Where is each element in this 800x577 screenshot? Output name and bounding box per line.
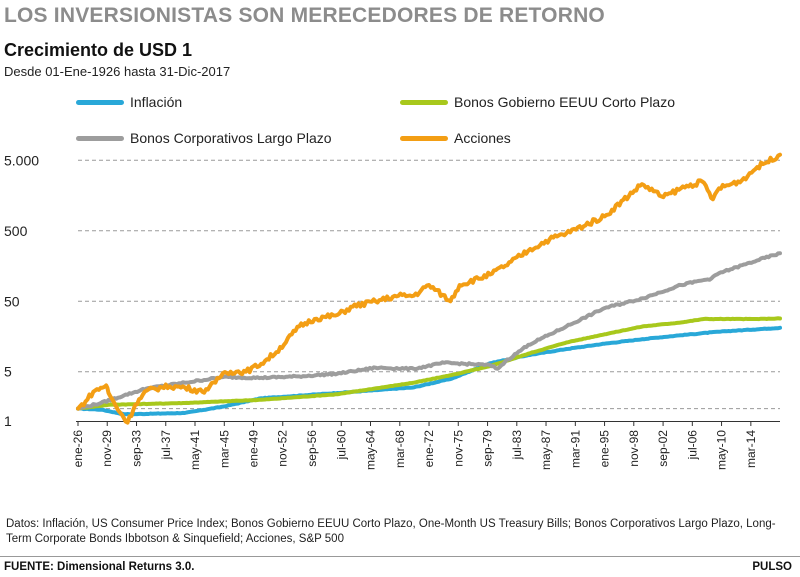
y-tick-label: 5.000 (4, 152, 39, 168)
legend-label-bonos-gobierno: Bonos Gobierno EEUU Corto Plazo (454, 94, 675, 110)
legend-label-inflacion: Inflación (130, 94, 183, 110)
chart-subtitle: Desde 01-Ene-1926 hasta 31-Dic-2017 (4, 64, 231, 79)
x-tick-label: mar-14 (744, 430, 758, 468)
source-note: FUENTE: Dimensional Returns 3.0. (4, 561, 195, 573)
series-line-bonos-corporativos (76, 251, 782, 411)
legend-swatch-bonos-corporativos (76, 135, 124, 141)
legend-label-bonos-corporativos: Bonos Corporativos Largo Plazo (130, 130, 332, 146)
x-tick-label: ene-49 (247, 430, 261, 468)
chart-title: Crecimiento de USD 1 (4, 40, 193, 60)
legend-item-bonos-gobierno: Bonos Gobierno EEUU Corto Plazo (400, 94, 675, 110)
x-tick-label: nov-98 (627, 430, 641, 467)
legend-label-acciones: Acciones (454, 130, 511, 146)
y-tick-label: 5 (4, 364, 12, 380)
y-tick-label: 500 (4, 223, 28, 239)
series-line-inflacion (76, 325, 782, 417)
x-tick-label: may-10 (715, 430, 729, 470)
x-tick-label: nov-75 (451, 430, 465, 467)
legend-swatch-bonos-gobierno (400, 99, 448, 105)
x-tick-label: sep-56 (305, 430, 319, 467)
headline: LOS INVERSIONISTAS SON MERECEDORES DE RE… (4, 4, 605, 27)
x-tick-label: may-64 (364, 430, 378, 470)
legend-item-acciones: Acciones (400, 130, 511, 146)
divider (0, 556, 800, 557)
x-tick-label: sep-33 (130, 430, 144, 467)
y-tick-label: 1 (4, 413, 12, 429)
x-tick-label: jul-83 (510, 430, 524, 461)
x-tick-label: mar-91 (568, 430, 582, 468)
x-tick-label: jul-60 (334, 430, 348, 461)
x-tick-label: may-87 (539, 430, 553, 470)
line-chart: 1 5 50 500 5.000 ene-26 nov-29 sep-33 jul-37 may-… (4, 152, 782, 470)
x-tick-label: ene-72 (422, 430, 436, 468)
legend-item-inflacion: Inflación (76, 94, 182, 110)
x-tick-label: ene-95 (598, 430, 612, 468)
x-tick-label: nov-29 (100, 430, 114, 467)
x-tick-label: mar-68 (393, 430, 407, 468)
y-tick-label: 50 (4, 293, 20, 309)
x-tick-label: ene-26 (71, 430, 85, 468)
x-tick-label: mar-45 (217, 430, 231, 468)
series-line-bonos-gobierno (76, 316, 782, 411)
data-notes: Datos: Inflación, US Consumer Price Inde… (6, 518, 776, 545)
x-tick-label: may-41 (188, 430, 202, 470)
x-tick-label: sep-79 (481, 430, 495, 467)
legend-swatch-acciones (400, 135, 448, 141)
brand-logo: PULSO (752, 561, 792, 573)
legend-swatch-inflacion (76, 99, 124, 105)
x-tick-label: nov-52 (276, 430, 290, 467)
legend-item-bonos-corporativos: Bonos Corporativos Largo Plazo (76, 130, 332, 146)
x-tick-label: sep-02 (656, 430, 670, 467)
x-tick-label: jul-06 (685, 430, 699, 461)
x-tick-label: jul-37 (159, 430, 173, 461)
series-line-acciones (76, 152, 782, 425)
